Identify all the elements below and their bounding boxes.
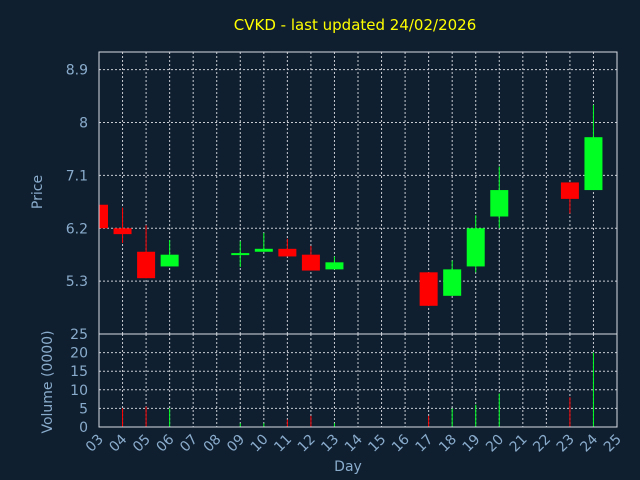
volume-tick-label: 10 bbox=[70, 383, 88, 399]
candle-body bbox=[584, 137, 603, 191]
candle-body bbox=[490, 190, 509, 217]
candle-body bbox=[301, 254, 320, 271]
candle-body bbox=[254, 248, 273, 252]
price-tick-label: 8.9 bbox=[66, 63, 88, 79]
x-tick-label: 04 bbox=[106, 431, 130, 455]
price-grid bbox=[98, 52, 618, 334]
price-candles bbox=[98, 104, 603, 306]
x-tick-label: 24 bbox=[577, 431, 601, 455]
volume-grid bbox=[98, 333, 618, 428]
volume-tick-label: 15 bbox=[70, 364, 88, 380]
price-tick-label: 8 bbox=[79, 116, 88, 132]
x-axis-label: Day bbox=[334, 459, 362, 475]
x-tick-label: 08 bbox=[201, 432, 225, 456]
volume-tick-label: 0 bbox=[79, 420, 88, 436]
plot-frames bbox=[98, 51, 618, 428]
candle-body bbox=[466, 228, 485, 267]
x-tick-label: 15 bbox=[365, 432, 389, 456]
x-tick-label: 14 bbox=[342, 431, 366, 455]
price-tick-label: 5.3 bbox=[66, 274, 88, 290]
candle-body bbox=[325, 262, 344, 270]
x-tick-label: 13 bbox=[318, 432, 342, 456]
x-tick-label: 17 bbox=[413, 432, 437, 456]
chart-title: CVKD - last updated 24/02/2026 bbox=[234, 16, 477, 34]
price-tick-labels: 5.3 6.2 7.1 8 8.9 bbox=[66, 63, 88, 291]
candle-body bbox=[160, 254, 179, 267]
candle-body bbox=[419, 272, 438, 306]
x-tick-label: 07 bbox=[177, 432, 201, 456]
x-tick-label: 19 bbox=[460, 432, 484, 456]
x-tick-label: 16 bbox=[389, 431, 413, 455]
x-tick-label: 23 bbox=[554, 432, 578, 456]
x-tick-label: 10 bbox=[248, 432, 272, 456]
x-tick-label: 09 bbox=[224, 432, 248, 456]
x-tick-label: 21 bbox=[507, 432, 531, 456]
x-tick-label: 25 bbox=[601, 432, 625, 456]
x-tick-label: 20 bbox=[483, 432, 507, 456]
volume-axis-label: Volume (0000) bbox=[40, 330, 56, 433]
x-tick-label: 22 bbox=[530, 432, 554, 456]
candle-body bbox=[113, 228, 132, 235]
candle-body bbox=[231, 253, 250, 256]
price-tick-label: 6.2 bbox=[66, 221, 88, 237]
volume-bars bbox=[122, 352, 594, 427]
volume-tick-label: 5 bbox=[79, 401, 88, 417]
x-tick-label: 11 bbox=[271, 432, 295, 456]
candle-body bbox=[99, 204, 108, 229]
price-axis-label: Price bbox=[30, 175, 46, 209]
x-tick-label: 05 bbox=[130, 432, 154, 456]
x-tick-label: 18 bbox=[436, 432, 460, 456]
price-tick-label: 7.1 bbox=[66, 168, 88, 184]
candle-body bbox=[443, 269, 462, 296]
candle-body bbox=[137, 251, 156, 279]
volume-plot-frame bbox=[98, 333, 618, 428]
x-tick-labels: 03 04 05 06 07 08 09 10 11 12 13 14 15 16 17 18 19 20 21 22… bbox=[83, 431, 625, 455]
candle-body bbox=[278, 248, 297, 257]
x-tick-label: 06 bbox=[154, 431, 178, 455]
x-tick-label: 12 bbox=[295, 432, 319, 456]
volume-tick-labels: 0 5 10 15 20 25 bbox=[70, 327, 88, 436]
volume-tick-label: 25 bbox=[70, 327, 88, 343]
volume-tick-label: 20 bbox=[70, 346, 88, 362]
candle-body bbox=[560, 182, 579, 199]
